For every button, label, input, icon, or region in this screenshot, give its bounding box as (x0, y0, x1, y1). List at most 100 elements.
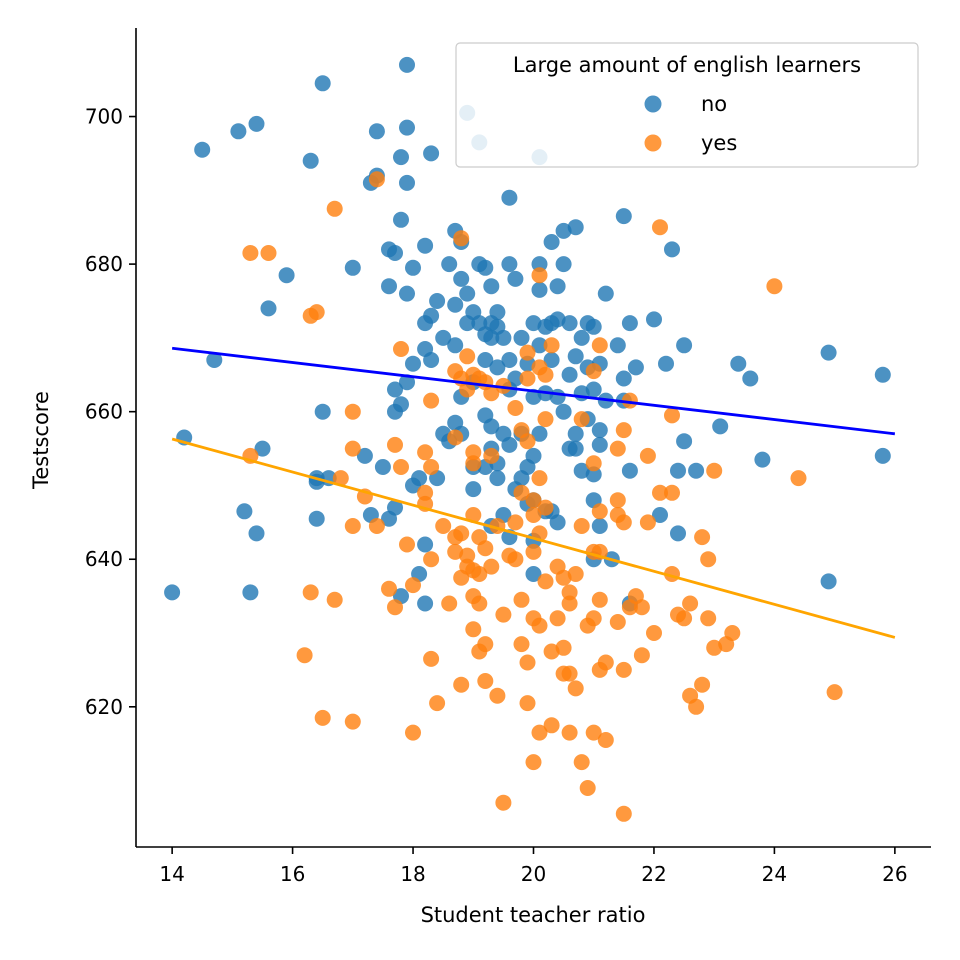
point-no (387, 245, 403, 261)
point-no (417, 595, 434, 612)
point-no (549, 514, 566, 531)
point-no (519, 355, 536, 372)
point-no (501, 436, 518, 453)
x-tick-label: 14 (159, 862, 184, 886)
point-no (483, 278, 500, 295)
point-no (399, 56, 415, 73)
point-yes (387, 599, 403, 616)
point-no (230, 123, 247, 140)
point-yes (688, 698, 705, 715)
point-yes (609, 614, 626, 630)
x-axis-label: Student teacher ratio (421, 903, 646, 927)
point-yes (664, 484, 680, 501)
point-yes (483, 558, 500, 575)
point-yes (700, 551, 717, 568)
point-yes (585, 455, 602, 472)
point-no (314, 75, 331, 92)
point-no (507, 270, 524, 287)
point-yes (561, 595, 578, 612)
point-no (248, 525, 265, 542)
y-tick-label: 680 (85, 252, 123, 276)
point-no (405, 259, 421, 276)
point-yes (471, 595, 488, 612)
point-no (399, 285, 415, 302)
legend-marker-yes (644, 134, 662, 152)
point-yes (344, 440, 361, 457)
point-yes (573, 754, 590, 771)
point-yes (531, 617, 548, 634)
point-no (555, 256, 572, 273)
point-yes (447, 543, 464, 560)
point-no (489, 470, 506, 487)
point-yes (573, 518, 590, 534)
point-yes (633, 599, 650, 616)
point-no (531, 425, 548, 442)
point-no (405, 355, 421, 372)
point-no (411, 470, 428, 487)
ticks: 14 16 18 20 22 24 26 620 640 660 680 700 (85, 105, 908, 886)
point-yes (459, 547, 476, 564)
point-yes (471, 566, 488, 582)
point-yes (579, 780, 596, 796)
legend-title: Large amount of english learners (513, 53, 861, 77)
point-no (368, 123, 385, 140)
point-no (417, 536, 434, 553)
point-no (423, 352, 440, 368)
point-no (489, 359, 506, 376)
legend-label-no: no (701, 92, 727, 116)
point-no (567, 348, 584, 365)
point-no (453, 270, 470, 287)
point-yes (465, 455, 482, 472)
point-yes (465, 621, 482, 638)
point-no (567, 440, 584, 457)
point-yes (405, 724, 421, 741)
point-yes (531, 724, 548, 741)
point-no (591, 436, 608, 453)
point-yes (368, 518, 385, 534)
point-yes (700, 610, 717, 627)
point-no (712, 418, 729, 435)
point-no (549, 388, 566, 405)
point-yes (344, 403, 361, 420)
point-no (387, 381, 403, 398)
point-yes (633, 647, 650, 664)
point-no (549, 278, 566, 295)
point-yes (585, 363, 602, 380)
point-yes (465, 444, 482, 461)
y-tick-label: 640 (85, 547, 123, 571)
point-no (670, 462, 686, 479)
point-no (242, 584, 259, 601)
x-tick-label: 24 (762, 862, 787, 886)
point-yes (615, 661, 632, 678)
point-no (483, 418, 500, 435)
point-yes (609, 440, 626, 457)
point-no (525, 388, 542, 405)
point-yes (525, 754, 542, 771)
point-no (423, 307, 440, 324)
point-yes (531, 267, 548, 284)
point-no (658, 355, 674, 372)
point-yes (585, 724, 602, 741)
point-yes (489, 687, 506, 704)
point-yes (652, 484, 668, 501)
point-yes (706, 639, 723, 656)
point-yes (525, 492, 542, 509)
point-no (513, 329, 530, 346)
point-no (399, 174, 415, 191)
point-no (525, 447, 542, 464)
point-yes (591, 591, 608, 608)
point-yes (615, 514, 632, 531)
point-no (477, 259, 494, 276)
x-tick-label: 22 (641, 862, 666, 886)
point-no (609, 337, 626, 354)
point-no (543, 234, 560, 250)
point-yes (537, 499, 554, 516)
point-yes (567, 680, 584, 697)
point-yes (495, 377, 512, 394)
point-no (399, 374, 415, 391)
point-no (344, 259, 361, 276)
point-no (543, 352, 560, 368)
point-yes (308, 304, 325, 321)
point-no (597, 285, 614, 302)
point-yes (537, 411, 554, 428)
